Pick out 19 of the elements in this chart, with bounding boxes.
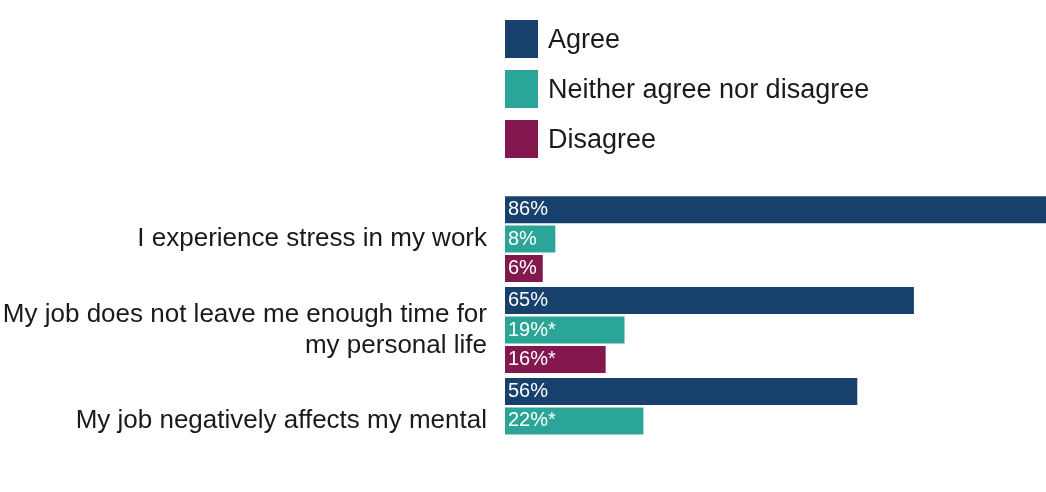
y-tick-label: My job does not leave me enough time for my personal life bbox=[2, 297, 488, 359]
data-label: 22%* bbox=[508, 408, 557, 431]
bar bbox=[505, 196, 1046, 224]
y-tick-label: My job negatively affects my mental bbox=[75, 404, 487, 435]
legend-label: Neither agree nor disagree bbox=[548, 73, 870, 105]
y-tick-label: I experience stress in my work bbox=[137, 222, 488, 253]
bar bbox=[505, 287, 914, 315]
legend-label: Agree bbox=[548, 23, 621, 55]
data-label: 19%* bbox=[508, 317, 557, 340]
bar bbox=[505, 407, 644, 435]
legend-label: Disagree bbox=[548, 123, 657, 155]
data-label: 6% bbox=[508, 255, 538, 278]
data-label: 8% bbox=[508, 226, 538, 249]
bar bbox=[505, 378, 858, 406]
data-label: 16%* bbox=[508, 346, 557, 369]
data-label: 86% bbox=[508, 197, 549, 220]
bar bbox=[505, 316, 625, 344]
data-label: 56% bbox=[508, 379, 549, 402]
data-label: 65% bbox=[508, 288, 549, 311]
